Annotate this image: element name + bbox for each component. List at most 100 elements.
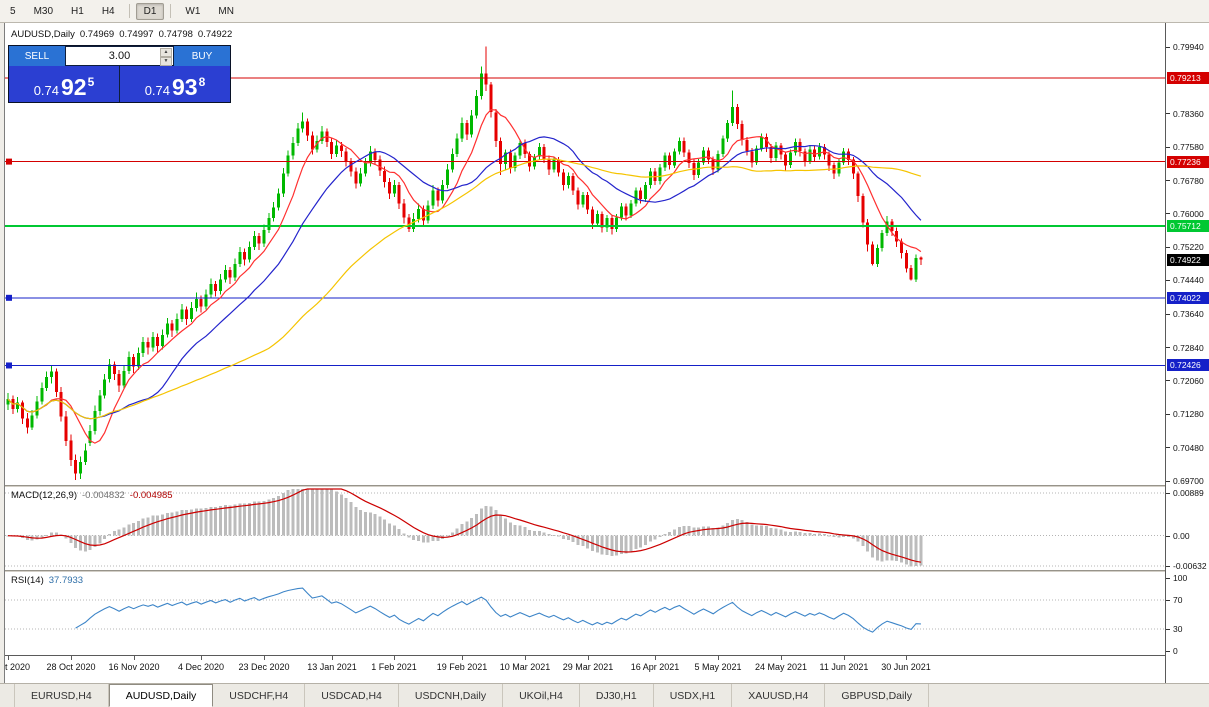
- time-axis-label: 16 Apr 2021: [630, 662, 680, 672]
- ohlc-high: 0.74997: [119, 29, 154, 40]
- timeframe-button-W1[interactable]: W1: [185, 5, 201, 17]
- rsi-value: 37.7933: [48, 575, 84, 586]
- price-axis-tick: [1166, 180, 1170, 182]
- bid-price-pips: 92: [61, 74, 87, 101]
- price-axis-label: 0.71280: [1173, 409, 1204, 420]
- price-axis-label: 0.79940: [1173, 42, 1204, 52]
- timeframe-button-M30[interactable]: M30: [33, 5, 54, 17]
- time-axis-tick: [71, 656, 72, 660]
- chart-tab-eurusd-h4[interactable]: EURUSD,H4: [14, 684, 109, 707]
- bid-price-pipette: 5: [87, 75, 95, 89]
- time-axis-label: 23 Dec 2020: [238, 662, 290, 672]
- chart-tab-ukoil-h4[interactable]: UKOil,H4: [503, 684, 580, 707]
- price-axis-label: 0.78360: [1173, 108, 1204, 119]
- timeframe-button-D1[interactable]: D1: [135, 2, 165, 20]
- timeframe-button-H1[interactable]: H1: [71, 5, 84, 17]
- chart-tab-xauusd-h4[interactable]: XAUUSD,H4: [732, 684, 826, 707]
- time-axis-tick: [525, 656, 526, 660]
- volume-increase-button[interactable]: ▲: [160, 48, 172, 57]
- ohlc-close: 0.74922: [197, 29, 233, 40]
- ask-price-display[interactable]: 0.74 93 8: [120, 66, 230, 102]
- timeframe-button-H4[interactable]: H4: [101, 5, 115, 17]
- chart-tab-usdcad-h4[interactable]: USDCAD,H4: [305, 684, 399, 707]
- time-axis-label: 16 Nov 2020: [108, 662, 160, 672]
- line-price-label: 0.79213: [1167, 72, 1209, 84]
- price-axis-label: 0.72060: [1173, 375, 1204, 386]
- price-axis[interactable]: 0.79940 0.78360 0.77580 0.76780 0.76000 0.752…: [1165, 23, 1209, 683]
- rsi-axis-label: 30: [1173, 624, 1183, 635]
- time-axis-label: 13 Jan 2021: [307, 662, 357, 672]
- rsi-axis-label: 0: [1173, 646, 1178, 656]
- price-axis-label: 0.72840: [1173, 342, 1204, 353]
- volume-decrease-button[interactable]: ▼: [160, 57, 172, 66]
- macd-axis-label: -0.00632: [1173, 561, 1207, 572]
- current-price-label: 0.74922: [1167, 254, 1209, 266]
- macd-axis-label: 0.00: [1173, 530, 1190, 541]
- line-price-label: 0.77236: [1167, 156, 1209, 168]
- ask-price-pips: 93: [172, 74, 198, 101]
- macd-axis-tick: [1166, 566, 1170, 568]
- time-axis-tick: [332, 656, 333, 660]
- buy-button[interactable]: BUY: [174, 46, 230, 66]
- time-axis-tick: [201, 656, 202, 660]
- price-axis-tick: [1166, 113, 1170, 115]
- price-axis-label: 0.77580: [1173, 142, 1204, 153]
- time-axis-label: 11 Jun 2021: [819, 662, 869, 672]
- bid-price-major: 0.74: [33, 82, 60, 98]
- time-axis-label: 1 Feb 2021: [371, 662, 417, 672]
- line-price-label: 0.74022: [1167, 292, 1209, 304]
- timeframe-button-MN[interactable]: MN: [218, 5, 234, 17]
- chart-tab-usdx-h1[interactable]: USDX,H1: [654, 684, 733, 707]
- volume-input[interactable]: [82, 49, 157, 63]
- volume-field-wrap: ▲ ▼: [66, 47, 173, 66]
- trade-controls-row: SELL ▲ ▼ BUY: [9, 46, 230, 66]
- macd-axis-label: 0.00889: [1173, 488, 1204, 499]
- time-axis-label: 24 May 2021: [754, 662, 808, 672]
- chart-tab-usdcnh-daily[interactable]: USDCNH,Daily: [399, 684, 504, 707]
- rsi-axis-label: 100: [1173, 573, 1188, 583]
- price-axis-tick: [1166, 213, 1170, 215]
- sell-button[interactable]: SELL: [9, 46, 65, 66]
- macd-plot: [5, 488, 1165, 567]
- timeframe-button-5[interactable]: 5: [10, 5, 16, 17]
- macd-main-value: -0.004832: [82, 490, 125, 501]
- price-axis-tick: [1166, 313, 1170, 315]
- panel-splitter[interactable]: [5, 485, 1209, 487]
- macd-header: MACD(12,26,9) -0.004832 -0.004985: [11, 490, 178, 501]
- chart-tab-gbpusd-daily[interactable]: GBPUSD,Daily: [825, 684, 929, 707]
- time-axis-tick: [134, 656, 135, 660]
- time-axis-label: 10 Mar 2021: [499, 662, 551, 672]
- macd-indicator-pane[interactable]: MACD(12,26,9) -0.004832 -0.004985: [5, 487, 1165, 570]
- price-axis-tick: [1166, 413, 1170, 415]
- rsi-axis-label: 70: [1173, 594, 1183, 605]
- time-axis[interactable]: 9 Oct 2020 28 Oct 2020 16 Nov 2020 4 Dec 20…: [5, 655, 1209, 683]
- price-axis-label: 0.70480: [1173, 442, 1204, 453]
- chart-tab-usdchf-h4[interactable]: USDCHF,H4: [213, 684, 306, 707]
- rsi-axis-tick: [1166, 629, 1170, 631]
- time-axis-tick: [264, 656, 265, 660]
- chart-tabs-bar: EURUSD,H4 AUDUSD,Daily USDCHF,H4 USDCAD,H4 U…: [0, 683, 1209, 707]
- time-axis-tick: [588, 656, 589, 660]
- time-axis-tick: [718, 656, 719, 660]
- time-axis-tick: [462, 656, 463, 660]
- bid-price-display[interactable]: 0.74 92 5: [9, 66, 119, 102]
- time-axis-tick: [906, 656, 907, 660]
- ask-price-major: 0.74: [144, 82, 171, 98]
- chart-tab-dj30-h1[interactable]: DJ30,H1: [580, 684, 654, 707]
- chart-tab-audusd-daily[interactable]: AUDUSD,Daily: [108, 684, 214, 707]
- rsi-indicator-pane[interactable]: RSI(14) 37.7933: [5, 572, 1165, 655]
- chart-window-border: [4, 23, 5, 683]
- price-axis-tick: [1166, 279, 1170, 281]
- panel-splitter[interactable]: [5, 570, 1209, 572]
- rsi-axis-tick: [1166, 651, 1170, 652]
- chart-window: AUDUSD,Daily 0.74969 0.74997 0.74798 0.74922…: [5, 23, 1209, 683]
- price-axis-tick: [1166, 380, 1170, 382]
- price-chart-pane[interactable]: AUDUSD,Daily 0.74969 0.74997 0.74798 0.74922…: [5, 23, 1165, 485]
- time-axis-label: 30 Jun 2021: [881, 662, 931, 672]
- chart-ohlc-header: AUDUSD,Daily 0.74969 0.74997 0.74798 0.74922: [11, 29, 237, 40]
- trade-prices-row: 0.74 92 5 0.74 93 8: [9, 66, 230, 102]
- price-axis-tick: [1166, 146, 1170, 148]
- time-axis-label: 9 Oct 2020: [5, 662, 31, 672]
- macd-axis-tick: [1166, 535, 1170, 537]
